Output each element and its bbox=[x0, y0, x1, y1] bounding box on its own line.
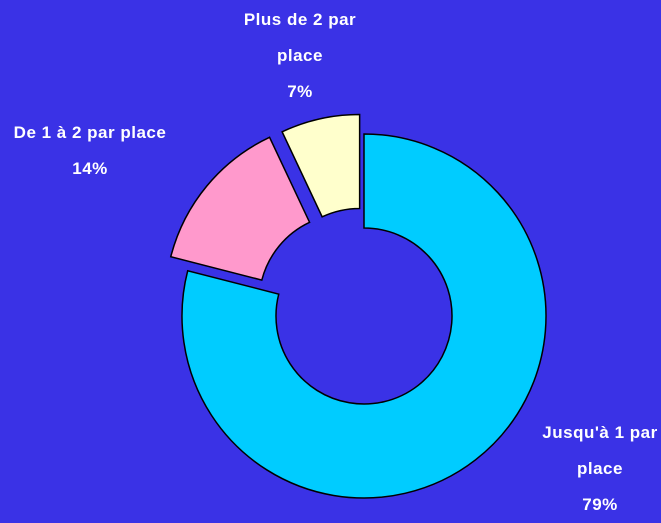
category-label: Jusqu'à 1 par place bbox=[542, 423, 658, 478]
value-label: 79% bbox=[582, 495, 618, 514]
value-label: 7% bbox=[287, 82, 313, 101]
slice-label: De 1 à 2 par place 14% bbox=[10, 115, 170, 187]
slice-label: Plus de 2 par place 7% bbox=[225, 2, 375, 110]
donut-slice bbox=[181, 133, 547, 499]
category-label: De 1 à 2 par place bbox=[13, 123, 167, 142]
value-label: 14% bbox=[72, 159, 108, 178]
donut-slice bbox=[281, 113, 361, 218]
slice-label: Jusqu'à 1 par place 79% bbox=[535, 415, 661, 523]
donut-slice bbox=[169, 136, 311, 282]
category-label: Plus de 2 par place bbox=[243, 10, 357, 65]
